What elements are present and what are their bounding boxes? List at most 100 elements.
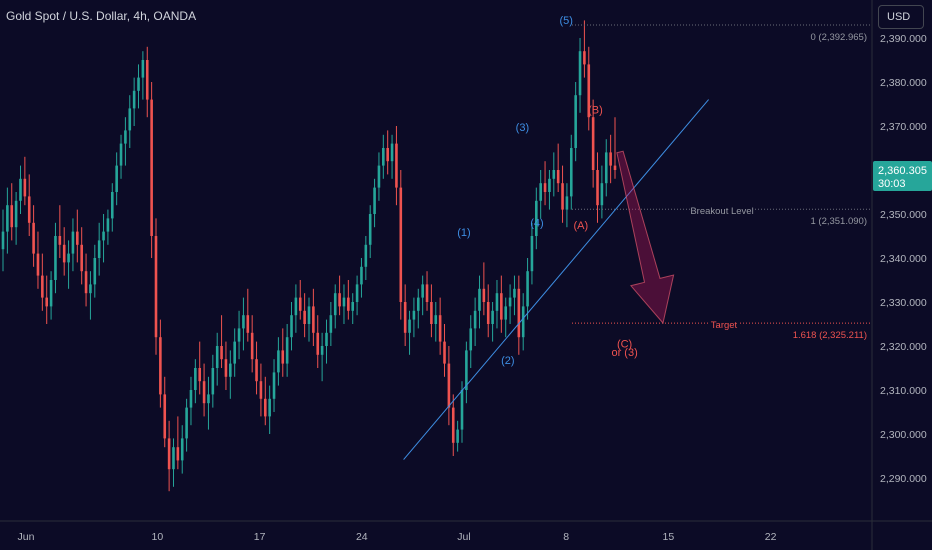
time-tick-label: 15 (663, 531, 675, 543)
breakout-level-label: Breakout Level (690, 206, 753, 217)
candle-body (84, 271, 88, 294)
wave-label-1: (1) (457, 227, 470, 239)
candle-body (377, 165, 381, 188)
candle-body (368, 214, 372, 245)
price-tick-label: 2,350.000 (880, 209, 927, 221)
candle-body (290, 315, 293, 338)
candle-body (89, 284, 92, 294)
candle-body (97, 240, 101, 258)
candle-body (229, 363, 232, 377)
candle-body (609, 152, 612, 166)
candle-body (242, 315, 245, 329)
candle-body (438, 315, 442, 342)
candle-body (329, 315, 333, 333)
wave-label-3: (3) (516, 122, 529, 134)
candle-body (10, 205, 14, 228)
candle-body (491, 310, 494, 324)
wave-label-2: (2) (501, 355, 514, 367)
candle-body (561, 183, 564, 210)
candle-body (62, 244, 66, 263)
candle-body (430, 302, 433, 324)
price-tick-label: 2,370.000 (880, 121, 927, 133)
candle-body (132, 90, 136, 109)
wave-label-5: (5) (559, 15, 572, 27)
time-tick-label: 17 (254, 531, 266, 543)
candle-body (189, 390, 193, 408)
candles-group (1, 20, 617, 492)
candle-body (535, 200, 538, 236)
candle-body (447, 363, 451, 408)
wave-label-a: (A) (573, 220, 588, 232)
candle-body (517, 288, 521, 338)
candle-body (600, 183, 604, 206)
candle-body (1, 231, 5, 250)
candle-body (373, 187, 376, 214)
price-tick-label: 2,380.000 (880, 77, 927, 89)
time-tick-label: 10 (152, 531, 164, 543)
candle-body (495, 293, 499, 311)
candle-body (36, 253, 40, 276)
candle-body (76, 231, 79, 245)
candle-body (246, 315, 250, 333)
projected-move-arrow[interactable] (616, 150, 675, 325)
candle-body (382, 148, 385, 166)
candle-body (569, 148, 573, 197)
candle-body (478, 288, 481, 311)
candle-body (526, 271, 529, 307)
candle-body (167, 438, 171, 470)
candle-body (268, 398, 271, 417)
candle-body (237, 328, 241, 342)
candle-body (451, 407, 455, 443)
candle-body (119, 143, 123, 166)
candle-body (41, 275, 44, 298)
currency-button[interactable]: USD (878, 5, 924, 29)
target-label: Target (711, 320, 738, 331)
candle-body (294, 297, 298, 316)
candle-body (578, 51, 582, 96)
time-axis[interactable]: Jun 10 17 24 Jul 8 15 22 (18, 531, 777, 543)
candle-body (93, 258, 97, 285)
candle-body (333, 293, 337, 316)
candle-body (198, 368, 202, 382)
candle-body (115, 165, 118, 192)
candle-body (408, 319, 411, 333)
candle-body (298, 297, 302, 311)
candle-body (425, 284, 429, 302)
price-tick-label: 2,290.000 (880, 473, 927, 485)
candle-body (342, 297, 346, 307)
trendline[interactable] (403, 99, 709, 460)
price-tick-label: 2,310.000 (880, 385, 927, 397)
candle-body (530, 236, 534, 272)
price-tick-label: 2,330.000 (880, 297, 927, 309)
candle-body (386, 148, 389, 162)
candle-body (604, 152, 608, 184)
candle-body (486, 302, 490, 324)
price-tick-label: 2,340.000 (880, 253, 927, 265)
candle-body (500, 293, 503, 320)
wave-label-b: (B) (588, 104, 603, 116)
candle-body (548, 178, 551, 192)
candle-body (106, 218, 110, 232)
candle-body (281, 350, 285, 364)
time-tick-label: 8 (563, 531, 569, 543)
candle-body (364, 244, 368, 267)
current-price-value: 2,360.305 (878, 165, 927, 177)
candle-body (272, 372, 276, 399)
candle-body (504, 306, 508, 320)
candle-body (591, 117, 595, 170)
target-label-bg (709, 319, 739, 331)
candle-body (469, 328, 473, 351)
candle-body (145, 60, 149, 100)
candle-body (32, 222, 35, 254)
fib-1-label: 1 (2,351.090) (810, 216, 867, 227)
candle-body (456, 429, 459, 443)
price-tick-label: 2,390.000 (880, 33, 927, 45)
candle-body (521, 306, 525, 338)
candle-body (49, 280, 53, 307)
current-price-badge (873, 161, 932, 191)
price-axis[interactable]: 2,390.0002,380.0002,370.0002,360.0002,35… (880, 33, 927, 485)
wave-label-c-alt: or (3) (611, 347, 637, 359)
candle-body (482, 288, 486, 302)
time-tick-label: 22 (765, 531, 777, 543)
